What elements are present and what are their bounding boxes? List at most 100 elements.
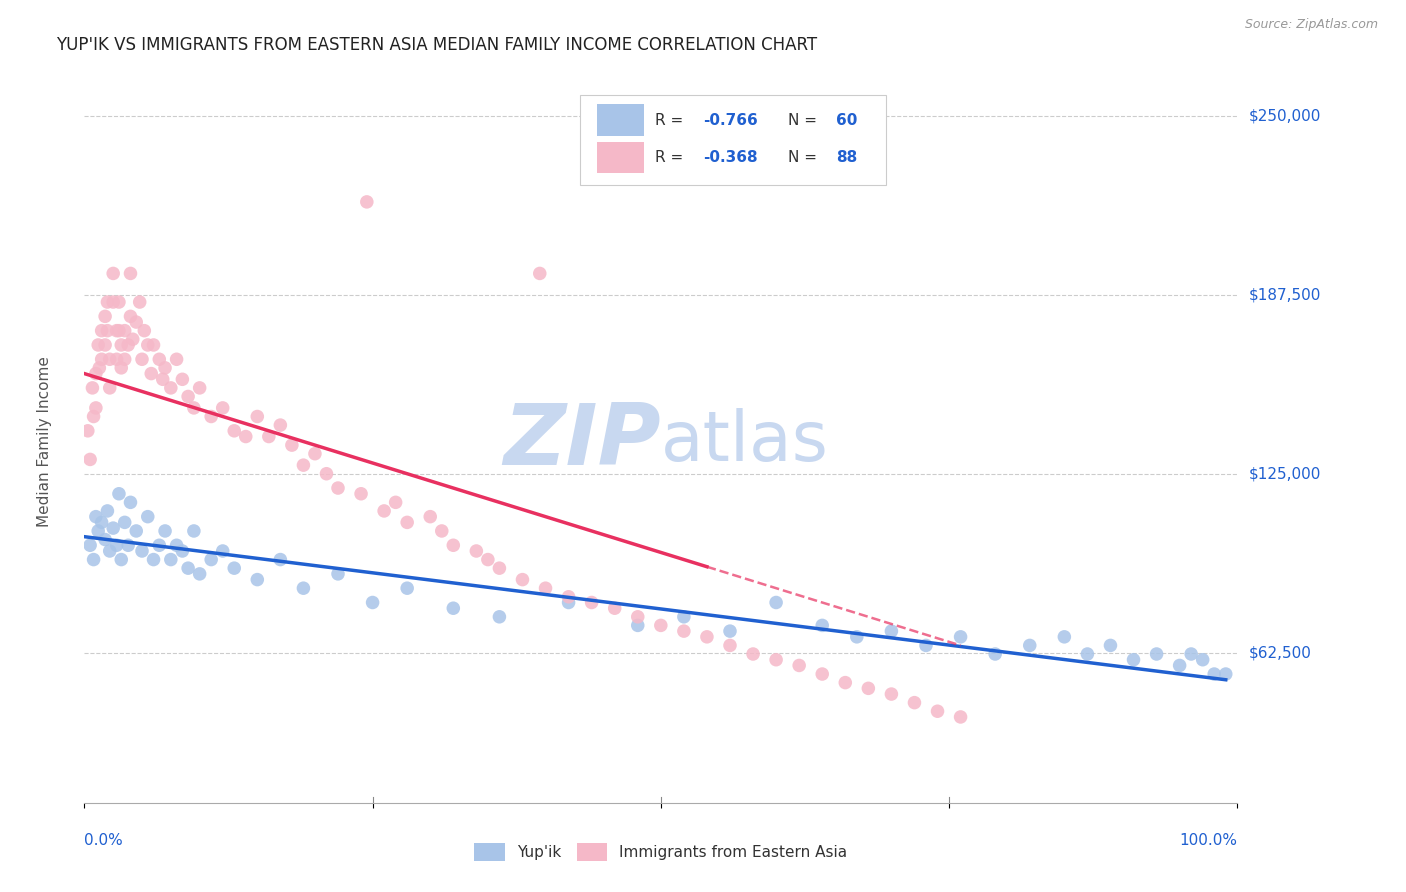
Point [581,595,603,609]
Point [166,352,188,367]
Point [845,630,868,644]
Point [304,447,326,461]
Point [373,504,395,518]
Point [183,401,205,415]
Point [765,653,787,667]
Point [105,352,128,367]
Point [136,509,159,524]
Point [125,524,148,538]
Point [152,372,174,386]
Point [105,324,128,338]
Point [1191,653,1213,667]
Point [557,590,579,604]
Point [98,381,121,395]
Point [110,552,132,566]
Point [83,552,105,566]
Text: R =: R = [655,150,688,165]
Point [94,338,117,352]
Point [90,516,112,530]
Point [76,424,98,438]
Point [79,452,101,467]
Text: -0.368: -0.368 [703,150,758,165]
Point [103,521,124,535]
Point [627,609,650,624]
Point [96,324,118,338]
Point [361,595,384,609]
Point [984,647,1007,661]
Point [200,552,222,566]
Point [927,704,949,718]
Point [142,552,165,566]
Point [903,696,925,710]
Point [880,687,903,701]
Text: atlas: atlas [661,408,828,475]
Point [465,544,488,558]
Point [166,538,188,552]
Point [177,561,200,575]
Point [326,566,349,581]
Point [326,481,349,495]
Point [211,401,233,415]
Point [441,601,464,615]
Point [281,438,304,452]
Point [108,324,131,338]
Point [153,524,176,538]
Text: 100.0%: 100.0% [1180,833,1237,848]
Point [419,509,441,524]
Point [488,561,510,575]
Point [315,467,337,481]
Point [110,338,132,352]
Point [108,487,131,501]
Text: $250,000: $250,000 [1249,109,1320,124]
Point [224,561,246,575]
Point [235,429,257,443]
Point [1076,647,1098,661]
Point [811,667,834,681]
Point [83,409,105,424]
Point [114,352,136,367]
Point [90,324,112,338]
Text: 0.0%: 0.0% [84,833,124,848]
Point [292,458,315,472]
FancyBboxPatch shape [581,95,886,185]
Point [120,267,142,281]
Point [183,524,205,538]
Point [114,324,136,338]
Point [858,681,880,696]
Point [430,524,453,538]
Point [108,295,131,310]
Point [211,544,233,558]
Point [257,429,280,443]
Point [718,624,741,639]
Point [1180,647,1202,661]
Text: -0.766: -0.766 [703,112,758,128]
Point [1053,630,1076,644]
Point [89,360,111,375]
Point [153,360,176,375]
Point [141,367,163,381]
Text: Median Family Income: Median Family Income [37,356,52,527]
Point [114,516,136,530]
Text: $187,500: $187,500 [1249,287,1320,302]
FancyBboxPatch shape [598,104,644,136]
Point [96,504,118,518]
Point [811,618,834,632]
Point [87,338,110,352]
Legend: Yup'ik, Immigrants from Eastern Asia: Yup'ik, Immigrants from Eastern Asia [468,837,853,867]
Point [246,409,269,424]
Point [1018,639,1040,653]
Point [128,295,150,310]
Point [120,495,142,509]
Point [131,544,153,558]
Point [125,315,148,329]
Point [98,352,121,367]
Text: R =: R = [655,112,688,128]
Point [1099,639,1122,653]
Point [1204,667,1226,681]
Point [396,516,419,530]
Point [718,639,741,653]
Text: ZIP: ZIP [503,400,661,483]
Point [160,381,183,395]
Point [188,566,211,581]
Point [200,409,222,424]
